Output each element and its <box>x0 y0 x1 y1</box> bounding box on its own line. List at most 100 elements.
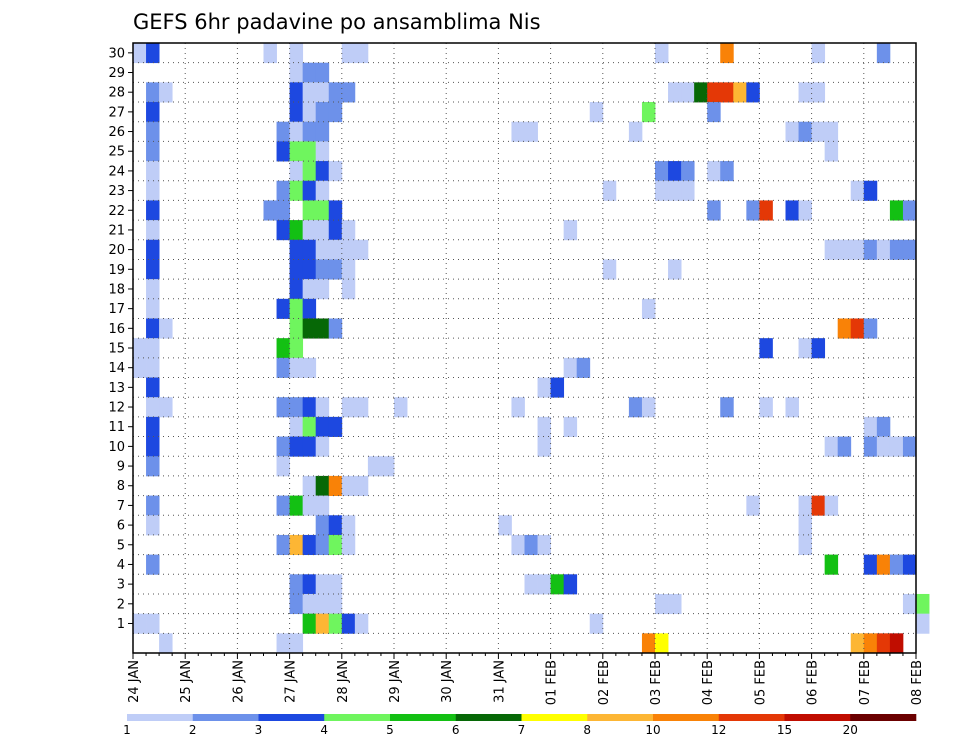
heatmap-cell <box>876 436 891 457</box>
heatmap-cell <box>276 534 290 556</box>
colorbar-label: 6 <box>452 723 460 737</box>
heatmap-cell <box>146 515 160 536</box>
heatmap-cell <box>315 574 330 595</box>
heatmap-cell <box>302 141 317 162</box>
heatmap-cell <box>641 298 656 319</box>
heatmap-cell <box>302 416 317 437</box>
heatmap-cell <box>563 416 578 437</box>
heatmap-cell <box>537 377 551 398</box>
heatmap-cell <box>289 82 304 103</box>
heatmap-cell <box>863 239 878 260</box>
heatmap-cell <box>289 180 304 201</box>
y-tick-label: 2 <box>117 597 125 612</box>
heatmap-cell <box>602 180 617 201</box>
heatmap-cell <box>524 534 538 556</box>
heatmap-cell <box>302 357 317 378</box>
heatmap-cell <box>354 397 369 418</box>
heatmap-cell <box>302 475 317 496</box>
heatmap-cell <box>159 397 173 418</box>
colorbar-swatch <box>784 714 851 721</box>
heatmap-cell <box>328 259 343 280</box>
x-tick-label: 04 FEB <box>701 660 716 705</box>
heatmap-cell <box>276 298 290 319</box>
heatmap-cell <box>902 436 917 457</box>
heatmap-cell <box>668 180 682 201</box>
heatmap-cell <box>628 121 643 142</box>
heatmap-cell <box>394 397 408 418</box>
heatmap-cell <box>146 259 160 280</box>
heatmap-cell <box>146 554 160 575</box>
heatmap-cell <box>328 102 343 123</box>
heatmap-cell <box>602 259 617 280</box>
heatmap-cell <box>824 121 839 142</box>
heatmap-cell <box>302 121 317 142</box>
heatmap-cell <box>720 43 734 64</box>
heatmap-cell <box>315 495 330 516</box>
y-tick-label: 14 <box>108 361 125 376</box>
chart-title: GEFS 6hr padavine po ansamblima Nis <box>133 10 541 34</box>
heatmap-cell <box>146 495 160 516</box>
heatmap-cell <box>302 298 317 319</box>
x-tick-label: 29 JAN <box>388 660 403 703</box>
y-tick-label: 4 <box>117 558 125 573</box>
heatmap-cell <box>537 534 551 556</box>
heatmap-cell <box>889 239 904 260</box>
heatmap-cell <box>276 633 290 654</box>
heatmap-cell <box>302 279 317 300</box>
heatmap-cell <box>302 259 317 280</box>
heatmap-cell <box>850 239 865 260</box>
heatmap-cell <box>824 141 839 162</box>
heatmap-cell <box>563 357 578 378</box>
heatmap-cell <box>641 633 656 654</box>
heatmap-cell <box>628 397 643 418</box>
heatmap-cell <box>315 475 330 496</box>
heatmap-cell <box>563 220 578 241</box>
heatmap-cell <box>146 102 160 123</box>
heatmap-cell <box>863 633 878 654</box>
heatmap-cell <box>289 141 304 162</box>
heatmap-cell <box>302 180 317 201</box>
x-tick-label: 03 FEB <box>649 660 664 705</box>
colorbar-label: 3 <box>255 723 263 737</box>
heatmap-cell <box>785 121 799 142</box>
heatmap-cell <box>641 397 656 418</box>
y-tick-label: 24 <box>108 164 125 179</box>
heatmap-cell <box>289 633 304 654</box>
heatmap-cell <box>302 318 317 339</box>
y-tick-label: 17 <box>108 302 125 317</box>
heatmap-cell <box>876 554 891 575</box>
y-tick-label: 19 <box>108 263 125 278</box>
x-tick-label: 27 JAN <box>284 660 299 703</box>
y-tick-label: 8 <box>117 479 125 494</box>
heatmap-cell <box>720 397 734 418</box>
heatmap-cell <box>785 397 799 418</box>
heatmap-cell <box>655 633 669 654</box>
x-tick-label: 26 JAN <box>231 660 246 703</box>
heatmap-cell <box>133 613 147 634</box>
heatmap-cell <box>876 239 891 260</box>
heatmap-cell <box>341 239 356 260</box>
heatmap-cell <box>315 416 330 437</box>
heatmap-cell <box>146 279 160 300</box>
heatmap-cell <box>798 200 812 221</box>
heatmap-cell <box>550 377 565 398</box>
heatmap-cell <box>668 161 682 182</box>
heatmap-cell <box>759 397 773 418</box>
colorbar-label: 1 <box>123 723 131 737</box>
heatmap-cell <box>681 161 695 182</box>
heatmap-cell <box>811 495 826 516</box>
heatmap-cell <box>302 495 317 516</box>
heatmap-cell <box>146 43 160 64</box>
heatmap-cell <box>707 102 721 123</box>
heatmap-cell <box>354 43 369 64</box>
colorbar-label: 4 <box>320 723 328 737</box>
x-tick-label: 25 JAN <box>179 660 194 703</box>
colorbar-swatch <box>718 714 785 721</box>
heatmap-cell <box>315 534 330 556</box>
heatmap-cell <box>146 436 160 457</box>
x-tick-label: 31 JAN <box>492 660 507 703</box>
heatmap-cell <box>302 397 317 418</box>
heatmap-cell <box>276 200 290 221</box>
heatmap-cell <box>289 121 304 142</box>
